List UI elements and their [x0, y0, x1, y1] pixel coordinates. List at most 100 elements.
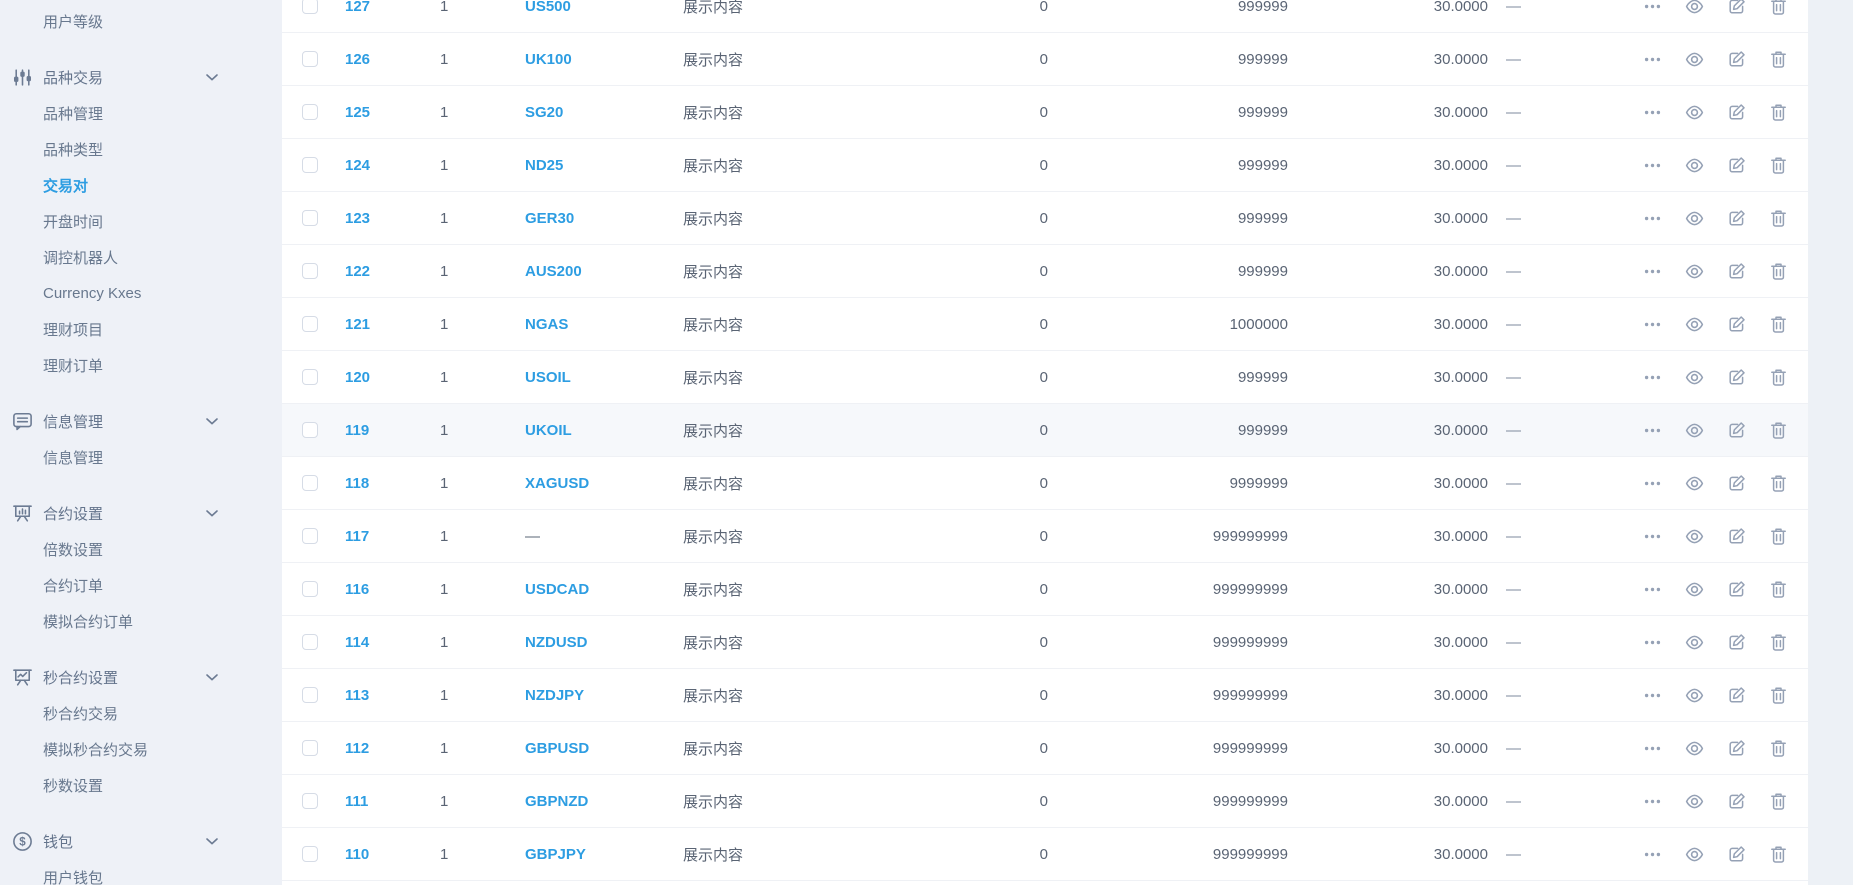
delete-icon[interactable]: [1769, 792, 1788, 811]
row-id-link[interactable]: 122: [345, 262, 371, 280]
delete-icon[interactable]: [1769, 50, 1788, 69]
sidebar-section[interactable]: 品种交易: [0, 59, 282, 95]
row-symbol-link[interactable]: NZDUSD: [525, 633, 588, 651]
row-id-link[interactable]: 123: [345, 209, 371, 227]
row-symbol-link[interactable]: UKOIL: [525, 421, 572, 439]
sidebar-item[interactable]: 合约订单: [0, 567, 282, 603]
row-id-link[interactable]: 116: [345, 580, 370, 598]
edit-icon[interactable]: [1727, 156, 1746, 175]
sidebar-item[interactable]: 模拟秒合约交易: [0, 731, 282, 767]
row-checkbox[interactable]: [302, 528, 318, 544]
row-id-link[interactable]: 121: [345, 315, 371, 333]
more-actions-icon[interactable]: [1643, 633, 1662, 652]
sidebar-item[interactable]: 理财订单: [0, 347, 282, 383]
more-actions-icon[interactable]: [1643, 315, 1662, 334]
sidebar-item[interactable]: 理财项目: [0, 311, 282, 347]
sidebar-item[interactable]: 交易对: [0, 167, 282, 203]
row-id-link[interactable]: 118: [345, 474, 370, 492]
row-id-link[interactable]: 126: [345, 50, 371, 68]
row-symbol-link[interactable]: GER30: [525, 209, 575, 227]
sidebar-item[interactable]: 模拟合约订单: [0, 603, 282, 639]
more-actions-icon[interactable]: [1643, 845, 1662, 864]
sidebar-item[interactable]: 秒合约交易: [0, 695, 282, 731]
view-icon[interactable]: [1685, 50, 1704, 69]
row-id-link[interactable]: 110: [345, 845, 370, 863]
edit-icon[interactable]: [1727, 739, 1746, 758]
row-symbol-link[interactable]: USOIL: [525, 368, 571, 386]
view-icon[interactable]: [1685, 527, 1704, 546]
row-checkbox[interactable]: [302, 369, 318, 385]
more-actions-icon[interactable]: [1643, 474, 1662, 493]
row-symbol-link[interactable]: GBPNZD: [525, 792, 589, 810]
more-actions-icon[interactable]: [1643, 262, 1662, 281]
edit-icon[interactable]: [1727, 368, 1746, 387]
row-symbol-link[interactable]: NZDJPY: [525, 686, 585, 704]
view-icon[interactable]: [1685, 0, 1704, 16]
edit-icon[interactable]: [1727, 527, 1746, 546]
delete-icon[interactable]: [1769, 103, 1788, 122]
sidebar-item[interactable]: Currency Kxes: [0, 275, 282, 311]
row-id-link[interactable]: 120: [345, 368, 371, 386]
row-id-link[interactable]: 124: [345, 156, 371, 174]
row-symbol-link[interactable]: GBPUSD: [525, 739, 590, 757]
view-icon[interactable]: [1685, 315, 1704, 334]
row-id-link[interactable]: 112: [345, 739, 370, 757]
delete-icon[interactable]: [1769, 209, 1788, 228]
delete-icon[interactable]: [1769, 421, 1788, 440]
delete-icon[interactable]: [1769, 739, 1788, 758]
sidebar-section[interactable]: 合约设置: [0, 495, 282, 531]
more-actions-icon[interactable]: [1643, 527, 1662, 546]
edit-icon[interactable]: [1727, 421, 1746, 440]
row-symbol-link[interactable]: USDCAD: [525, 580, 590, 598]
delete-icon[interactable]: [1769, 686, 1788, 705]
row-symbol-link[interactable]: ND25: [525, 156, 564, 174]
delete-icon[interactable]: [1769, 474, 1788, 493]
row-checkbox[interactable]: [302, 475, 318, 491]
row-id-link[interactable]: 119: [345, 421, 370, 439]
row-id-link[interactable]: 114: [345, 633, 370, 651]
row-symbol-link[interactable]: US500: [525, 0, 571, 15]
row-checkbox[interactable]: [302, 263, 318, 279]
sidebar-item[interactable]: 用户等级: [0, 3, 282, 39]
edit-icon[interactable]: [1727, 50, 1746, 69]
edit-icon[interactable]: [1727, 633, 1746, 652]
edit-icon[interactable]: [1727, 103, 1746, 122]
row-symbol-link[interactable]: XAGUSD: [525, 474, 590, 492]
more-actions-icon[interactable]: [1643, 421, 1662, 440]
row-checkbox[interactable]: [302, 51, 318, 67]
row-checkbox[interactable]: [302, 581, 318, 597]
more-actions-icon[interactable]: [1643, 792, 1662, 811]
view-icon[interactable]: [1685, 633, 1704, 652]
row-checkbox[interactable]: [302, 316, 318, 332]
sidebar-item[interactable]: 信息管理: [0, 439, 282, 475]
sidebar-item[interactable]: 调控机器人: [0, 239, 282, 275]
row-symbol-link[interactable]: —: [525, 527, 540, 545]
row-checkbox[interactable]: [302, 157, 318, 173]
edit-icon[interactable]: [1727, 0, 1746, 16]
more-actions-icon[interactable]: [1643, 739, 1662, 758]
row-checkbox[interactable]: [302, 422, 318, 438]
delete-icon[interactable]: [1769, 156, 1788, 175]
sidebar-item[interactable]: 用户钱包: [0, 859, 282, 885]
row-id-link[interactable]: 113: [345, 686, 370, 704]
row-id-link[interactable]: 117: [345, 527, 370, 545]
row-id-link[interactable]: 127: [345, 0, 371, 15]
row-symbol-link[interactable]: SG20: [525, 103, 564, 121]
sidebar-item[interactable]: 品种类型: [0, 131, 282, 167]
view-icon[interactable]: [1685, 156, 1704, 175]
row-symbol-link[interactable]: AUS200: [525, 262, 582, 280]
more-actions-icon[interactable]: [1643, 209, 1662, 228]
sidebar-item[interactable]: 倍数设置: [0, 531, 282, 567]
view-icon[interactable]: [1685, 209, 1704, 228]
more-actions-icon[interactable]: [1643, 103, 1662, 122]
sidebar-item[interactable]: 开盘时间: [0, 203, 282, 239]
more-actions-icon[interactable]: [1643, 0, 1662, 16]
delete-icon[interactable]: [1769, 633, 1788, 652]
more-actions-icon[interactable]: [1643, 686, 1662, 705]
delete-icon[interactable]: [1769, 845, 1788, 864]
sidebar-item[interactable]: 秒数设置: [0, 767, 282, 803]
sidebar-section[interactable]: 秒合约设置: [0, 659, 282, 695]
more-actions-icon[interactable]: [1643, 50, 1662, 69]
edit-icon[interactable]: [1727, 686, 1746, 705]
row-checkbox[interactable]: [302, 104, 318, 120]
